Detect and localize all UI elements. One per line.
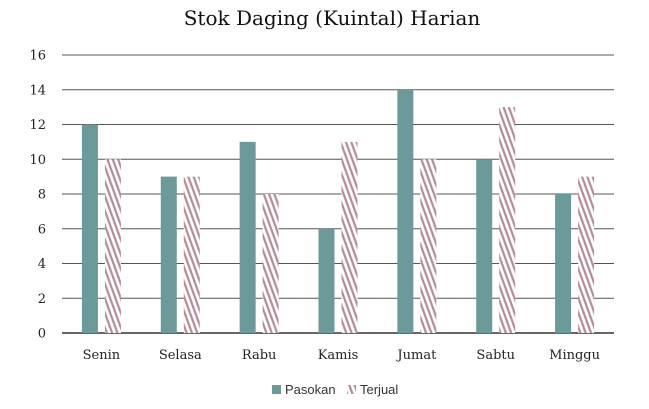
x-tick-label: Kamis [318, 348, 359, 363]
chart-title: Stok Daging (Kuintal) Harian [184, 6, 481, 30]
bar-terjual-minggu [578, 176, 595, 333]
bar-terjual-senin [104, 159, 121, 333]
y-tick-label: 12 [29, 118, 46, 133]
x-tick-label: Minggu [549, 348, 600, 363]
legend-label-pasokan: Pasokan [285, 382, 336, 397]
legend: Pasokan Terjual [272, 382, 398, 397]
bar-terjual-jumat [420, 159, 437, 333]
bar-pasokan-sabtu [476, 159, 493, 333]
x-tick-label: Rabu [242, 348, 277, 363]
y-tick-label: 6 [38, 222, 46, 237]
x-tick-label: Jumat [395, 348, 437, 363]
gridlines [62, 54, 614, 334]
bar-pasokan-senin [81, 124, 98, 333]
bar-terjual-sabtu [499, 107, 516, 333]
bar-pasokan-rabu [239, 141, 256, 333]
bar-terjual-kamis [341, 141, 358, 333]
bars [81, 89, 595, 333]
bar-pasokan-selasa [160, 176, 177, 333]
legend-swatch-terjual [347, 385, 356, 394]
bar-terjual-selasa [183, 176, 200, 333]
x-tick-label: Sabtu [476, 348, 515, 363]
legend-swatch-pasokan [272, 385, 281, 394]
bar-pasokan-kamis [318, 228, 335, 333]
y-tick-label: 8 [38, 188, 46, 203]
y-axis-ticks: 0 2 4 6 8 10 12 14 16 [29, 49, 46, 342]
bar-pasokan-minggu [555, 194, 572, 333]
bar-pasokan-jumat [397, 89, 414, 333]
y-tick-label: 14 [29, 83, 46, 98]
y-tick-label: 4 [38, 257, 46, 272]
y-tick-label: 0 [38, 327, 46, 342]
bar-terjual-rabu [262, 194, 279, 333]
y-tick-label: 10 [29, 153, 46, 168]
legend-label-terjual: Terjual [360, 382, 398, 397]
x-axis-ticks: Senin Selasa Rabu Kamis Jumat Sabtu Minggu [83, 348, 600, 363]
y-tick-label: 16 [29, 49, 46, 64]
x-tick-label: Senin [83, 348, 121, 363]
y-tick-label: 2 [38, 292, 46, 307]
x-tick-label: Selasa [159, 348, 202, 363]
